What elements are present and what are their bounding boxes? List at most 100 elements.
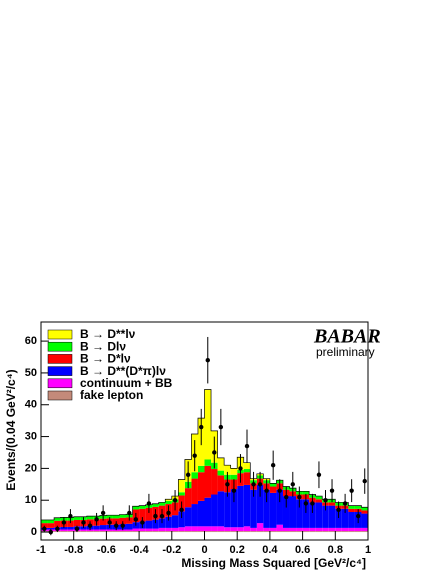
histogram-bar [204,526,212,532]
data-point [270,463,276,468]
histogram-bar [171,527,179,532]
histogram-bar [224,492,231,528]
histogram-bar [309,531,316,533]
histogram-bar [145,520,153,529]
experiment-logo: BABAR [313,326,381,348]
histogram-bar [289,496,297,528]
histogram-bar [217,475,225,492]
histogram-bar [282,527,290,532]
histogram-bar [243,484,251,527]
data-point [120,523,125,528]
data-point [100,510,106,516]
data-point [185,472,191,477]
y-tick-label: 20 [25,462,37,474]
annotation: preliminary [316,345,375,359]
data-point [238,466,243,471]
histogram-bar [191,526,198,532]
data-point [74,526,80,532]
data-point [61,520,67,525]
histogram-bar [47,519,55,524]
histogram-bar [230,531,238,533]
histogram-bar [224,527,231,532]
histogram-bar [126,531,133,533]
histogram-bar [41,519,48,524]
histogram-bar [178,479,185,493]
histogram-bar [315,499,323,503]
data-point [107,520,112,525]
x-tick-label: -0.8 [64,544,83,556]
data-point [127,510,132,516]
data-point [153,513,158,519]
x-tick-label: 1 [365,544,371,556]
data-point [133,517,139,522]
histogram-bar [276,531,283,533]
legend-label: B → D*lν [80,352,131,366]
histogram-bar [86,516,94,520]
histogram-bar [119,531,127,533]
histogram-bar [282,531,290,533]
histogram-bar [139,508,146,522]
histogram-bar [315,531,323,533]
data-point [68,513,73,519]
y-tick-label: 50 [25,367,37,379]
data-point [87,523,93,528]
histogram-bar [204,497,212,527]
histogram-bar [296,527,303,532]
x-tick-label: 0 [201,544,207,556]
histogram-outline [41,389,368,521]
histogram-bar [106,531,113,533]
histogram-bar [302,531,310,533]
data-point [146,501,152,506]
histogram-bar [93,529,100,532]
y-tick-label: 0 [31,526,37,538]
data-point [284,494,289,500]
histogram-bar [211,526,218,532]
histogram-bar [204,459,212,466]
histogram-bar [126,529,133,532]
histogram-bar [243,462,251,470]
histogram-bar [204,465,212,498]
data-point [199,424,204,430]
histogram-bar [132,531,140,533]
data-point [336,507,341,512]
histogram-bar [296,499,303,528]
histogram-bar [60,529,68,532]
histogram-bar [243,472,251,485]
histogram-bar [41,523,48,528]
histogram-bar [171,515,179,528]
data-point [316,472,322,477]
histogram-bar [302,527,310,532]
histogram-bar [361,510,368,514]
histogram-bar [99,525,107,530]
data-point [257,482,263,487]
x-tick-label: -0.2 [162,544,181,556]
data-point [244,443,250,449]
histogram-bar [263,531,270,533]
histogram-bar [145,507,153,521]
histogram-bar [152,528,159,532]
histogram-bar [322,505,329,528]
histogram-bar [230,527,238,532]
data-point [94,517,99,522]
histogram-bar [361,513,368,528]
legend-swatch [47,329,73,340]
histogram-bar [86,529,94,532]
histogram-bar [322,527,329,532]
x-tick-label: 0.4 [262,544,278,556]
histogram-bar [250,527,257,532]
histogram-bar [204,389,212,460]
histogram-bar [54,517,61,521]
histogram-bar [119,514,127,518]
legend-label: B → D**lν [80,327,136,341]
histogram-bar [302,499,310,528]
plot-area [41,336,368,536]
histogram-bar [217,526,225,532]
histogram-bar [60,531,68,533]
data-point [48,529,54,535]
histogram-bar [263,527,270,532]
y-tick-label: 30 [25,430,37,442]
x-axis-label: Missing Mass Squared [GeV²/c⁴] [181,556,366,570]
histogram-bar [145,528,153,532]
y-tick-label: 10 [25,494,37,506]
histogram-bar [348,531,355,533]
